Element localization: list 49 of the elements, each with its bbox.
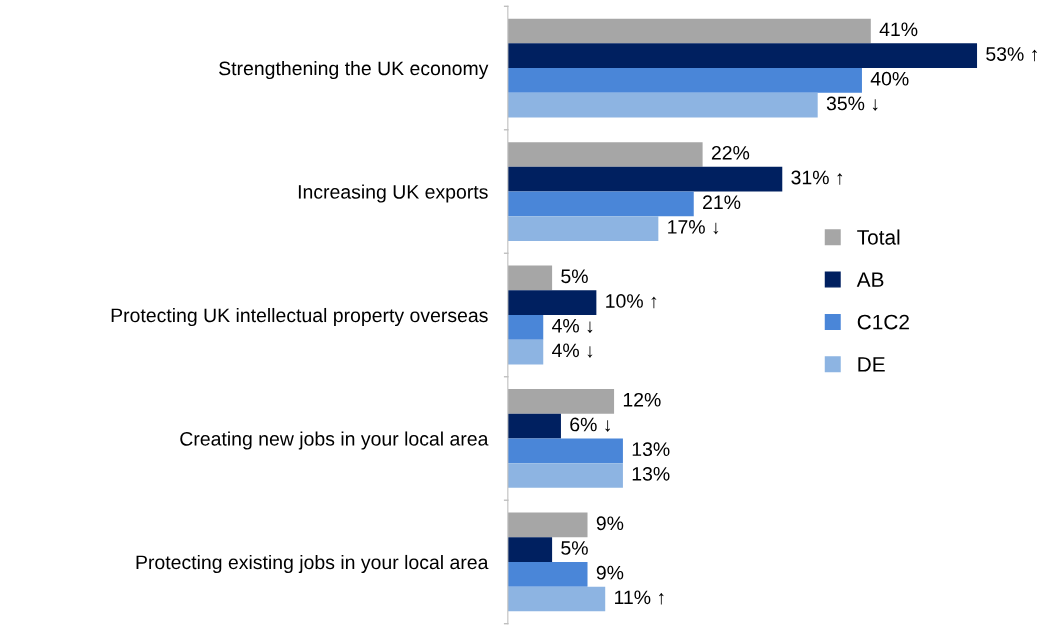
data-label: 4% ↓ <box>552 318 593 333</box>
bar <box>507 265 553 291</box>
data-label: 12% <box>623 392 661 407</box>
bar <box>507 537 553 562</box>
legend-label: DE <box>858 357 885 372</box>
bar <box>507 413 561 439</box>
data-label: 21% <box>703 195 741 210</box>
data-label: 5% <box>561 269 588 284</box>
y-tick-label: Protecting UK intellectual property overseas <box>111 307 488 327</box>
data-label: 9% <box>596 516 624 531</box>
bar <box>507 166 783 192</box>
y-tick-label: Creating new jobs in your local area <box>180 431 489 450</box>
data-label: 6% ↓ <box>570 417 610 432</box>
data-label: 17% ↓ <box>668 220 719 235</box>
data-label: 40% <box>870 71 909 86</box>
bar <box>507 315 544 340</box>
legend-label: AB <box>856 272 884 287</box>
bar <box>507 463 623 488</box>
bar <box>507 339 544 365</box>
bar <box>507 216 659 241</box>
bar <box>507 92 818 118</box>
data-label: 13% <box>632 442 670 457</box>
legend-label: C1C2 <box>857 314 909 330</box>
bar <box>507 586 606 612</box>
data-label: 31% ↑ <box>791 170 843 185</box>
data-label: 10% ↑ <box>606 294 657 309</box>
data-label: 11% ↑ <box>615 590 664 605</box>
bar <box>507 18 871 44</box>
data-label: 5% <box>561 541 588 555</box>
data-label: 53% ↑ <box>986 47 1037 62</box>
data-label: 41% <box>879 22 918 37</box>
y-tick-label: Increasing UK exports <box>298 184 488 203</box>
data-label: 22% <box>711 145 750 160</box>
data-label: 4% ↓ <box>552 343 593 358</box>
bar <box>507 191 694 217</box>
y-tick-label: Protecting existing jobs in your local area <box>136 554 489 574</box>
bar <box>507 389 615 414</box>
bar <box>507 142 703 167</box>
bar <box>507 438 623 464</box>
bar <box>507 290 597 315</box>
data-label: 13% <box>632 466 670 481</box>
data-label: 9% <box>596 565 624 580</box>
bar <box>507 68 862 93</box>
legend-label: Total <box>857 229 900 245</box>
bar <box>507 561 588 587</box>
data-label: 35% ↓ <box>826 96 878 111</box>
bar <box>507 43 978 69</box>
bar <box>507 512 588 538</box>
y-tick-label: Strengthening the UK economy <box>219 60 489 80</box>
